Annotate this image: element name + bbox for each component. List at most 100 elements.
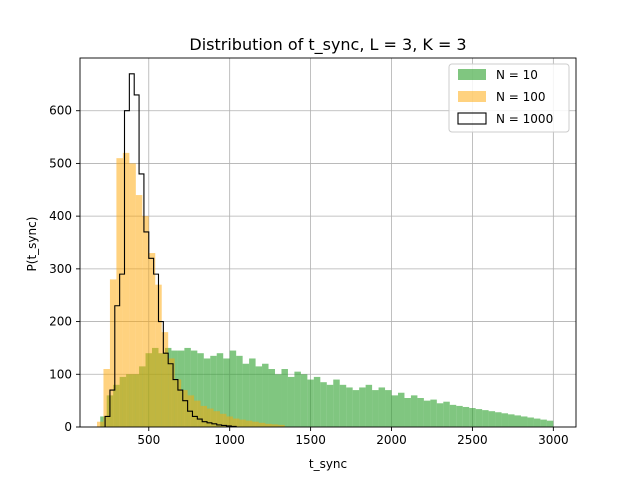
series-1-bar	[475, 409, 483, 427]
x-tick-label: 2500	[457, 433, 488, 447]
series-1-bar	[326, 384, 334, 427]
series-2-bar	[122, 152, 130, 427]
y-tick-label: 100	[49, 367, 72, 381]
series-1-bar	[540, 419, 547, 427]
series-2-bar	[245, 420, 253, 427]
series-2-bar	[148, 253, 156, 427]
y-tick-label: 400	[49, 209, 72, 223]
series-1-bar	[378, 387, 386, 427]
series-2-bar	[109, 279, 117, 427]
series-1-bar	[365, 384, 373, 427]
y-axis-label: P(t_sync)	[25, 217, 39, 272]
series-2-bar	[278, 424, 285, 427]
series-1-bar	[339, 384, 347, 427]
axes: 500 1000 1500 2000 2500 3000 0 100 200 300 400 500 6…	[49, 57, 577, 447]
series-3-step-outline	[104, 73, 237, 428]
legend: N = 10 N = 100 N = 1000	[448, 63, 570, 133]
series-2-bar	[213, 411, 220, 427]
y-tick-label: 0	[64, 420, 72, 434]
histogram-bars	[96, 73, 554, 428]
series-1-bar	[307, 379, 314, 427]
series-1-bar	[417, 398, 424, 427]
series-1-bar	[229, 350, 237, 427]
series-1-bar	[533, 418, 541, 427]
series-1-bar	[236, 355, 243, 427]
series-2-bar	[200, 405, 208, 427]
legend-label: N = 10	[496, 68, 538, 82]
series-1-bar	[197, 353, 204, 427]
series-2-bar	[226, 416, 233, 427]
series-1-bar	[184, 347, 191, 427]
y-tick-label: 200	[49, 315, 72, 329]
legend-label: N = 100	[496, 90, 546, 104]
series-1-bar	[300, 374, 308, 427]
legend-box	[448, 63, 570, 133]
x-tick-label: 500	[137, 433, 160, 447]
series-1-bar	[223, 358, 230, 427]
series-1-bar	[268, 369, 276, 427]
series-2-bar	[135, 195, 143, 427]
series-1-bar	[333, 379, 340, 427]
series-1-bar	[546, 420, 554, 427]
series-1-bar	[255, 366, 263, 427]
series-1-bar	[456, 405, 463, 427]
series-1-bar	[262, 363, 269, 427]
series-1-bar	[501, 413, 509, 427]
series-2-bar	[252, 421, 259, 427]
series-1-bar	[352, 390, 360, 427]
series-1-bar	[449, 404, 457, 427]
series-1-bar	[397, 392, 405, 427]
y-tick-label: 600	[49, 104, 72, 118]
series-1-bar	[281, 369, 288, 427]
series-1-bar	[346, 387, 353, 427]
series-1-bar	[372, 390, 379, 427]
series-1-bar	[443, 401, 450, 427]
series-1-bar	[495, 412, 502, 427]
series-1-bar	[313, 376, 321, 427]
series-2-bar	[142, 216, 149, 427]
y-tick-label: 300	[49, 262, 72, 276]
series-1-bar	[482, 410, 489, 427]
x-tick-label: 1500	[295, 433, 326, 447]
series-2-bar	[103, 369, 110, 427]
series-2-bar	[168, 358, 175, 427]
series-1-bar	[275, 374, 282, 427]
series-1-bar	[488, 411, 496, 427]
series-1-bar	[514, 415, 521, 427]
series-2-bar	[96, 421, 104, 427]
series-1-bar	[385, 390, 392, 427]
series-2-bar	[219, 413, 227, 427]
series-1-bar	[249, 358, 256, 427]
series-2-bar	[232, 418, 240, 427]
series-2-bar	[239, 419, 246, 427]
series-2-bar	[161, 332, 169, 427]
series-2-bar	[174, 379, 182, 427]
series-1-bar	[359, 387, 366, 427]
series-2-bar	[129, 163, 136, 427]
legend-label: N = 1000	[496, 112, 553, 126]
series-1-bar	[404, 398, 411, 427]
plot-frame	[79, 57, 577, 428]
series-1-bar	[410, 395, 418, 427]
series-2-bar	[194, 400, 201, 427]
series-2-bar	[155, 284, 162, 427]
series-1-bar	[430, 399, 437, 427]
series-1-bar	[320, 382, 327, 427]
series-1-bar	[210, 355, 217, 427]
series-2-bar	[265, 423, 272, 427]
series-1-bar	[242, 363, 250, 427]
chart-title: Distribution of t_sync, L = 3, K = 3	[189, 35, 466, 55]
series-1-bar	[520, 416, 528, 427]
legend-swatch	[457, 112, 487, 125]
series-1-bar	[190, 350, 198, 427]
series-1-bar	[462, 406, 470, 427]
series-1-bar	[527, 417, 534, 427]
x-tick-label: 1000	[214, 433, 245, 447]
series-1-bar	[508, 414, 515, 427]
y-tick-label: 500	[49, 156, 72, 170]
x-axis-label: t_sync	[309, 457, 347, 471]
legend-swatch	[458, 91, 486, 102]
series-1-bar	[469, 408, 476, 427]
